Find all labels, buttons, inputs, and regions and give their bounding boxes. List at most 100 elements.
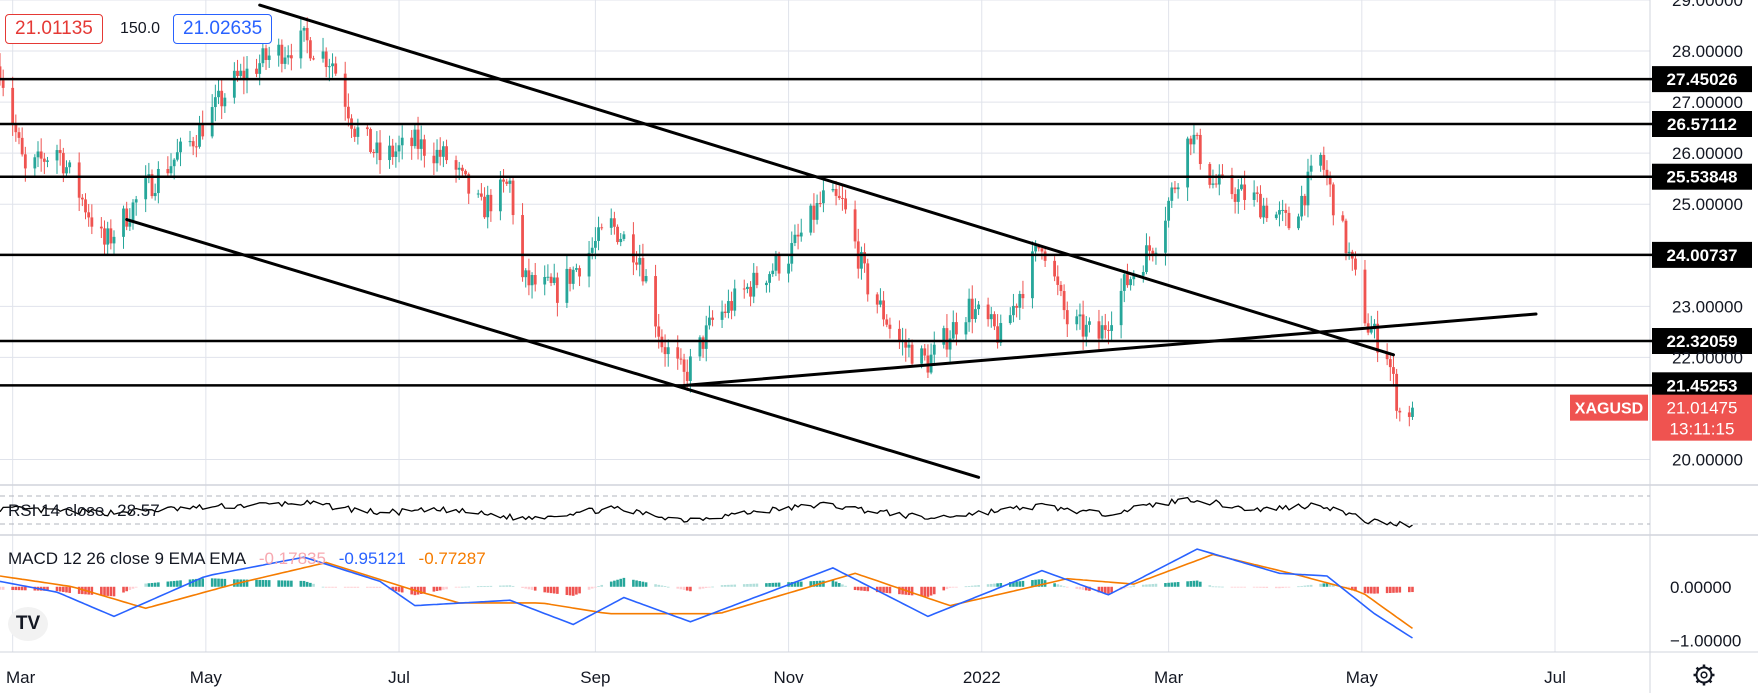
- candlestick: [99, 217, 103, 239]
- candle-body: [1167, 200, 1171, 221]
- candlestick: [638, 244, 642, 277]
- candle-body: [644, 276, 648, 282]
- macd-histogram-bar: [853, 586, 857, 591]
- macd-histogram-bar: [1122, 586, 1126, 589]
- candle-body: [46, 160, 49, 162]
- macd-histogram-bar: [1328, 583, 1332, 587]
- macd-histogram-bar: [476, 586, 480, 588]
- candle-body: [755, 272, 759, 286]
- candlestick: [1126, 263, 1129, 288]
- candle-body: [923, 348, 927, 356]
- macd-histogram-bar: [1141, 584, 1145, 587]
- candlestick: [1278, 201, 1281, 227]
- candlestick: [882, 291, 885, 327]
- candle-body: [733, 288, 737, 311]
- macd-histogram-bar: [1189, 581, 1193, 587]
- macd-legend[interactable]: MACD 12 26 close 9 EMA EMA -0.17835 -0.9…: [8, 549, 494, 569]
- macd-histogram-bar: [910, 586, 914, 596]
- macd-histogram-bar: [749, 583, 752, 587]
- candlestick: [616, 224, 619, 245]
- price-axis-tick-label: 22.00000: [1672, 348, 1743, 367]
- candlestick: [1088, 317, 1091, 333]
- candlestick: [926, 344, 930, 379]
- candlestick: [622, 231, 626, 242]
- macd-histogram-bar: [328, 586, 331, 588]
- macd-histogram-bar: [245, 579, 249, 587]
- candle-body: [999, 323, 1003, 343]
- candle-body: [799, 232, 803, 237]
- macd-histogram-bar: [467, 586, 471, 588]
- candlestick: [1376, 310, 1380, 363]
- candle-body: [1059, 284, 1063, 292]
- macd-histogram-bar: [1376, 586, 1379, 594]
- candlestick: [410, 129, 414, 160]
- candle-body: [860, 252, 863, 269]
- candle-body: [932, 344, 936, 355]
- candle-body: [1319, 154, 1323, 166]
- macd-histogram-bar: [1100, 586, 1104, 593]
- macd-histogram-bar: [879, 586, 882, 593]
- macd-histogram-bar: [43, 586, 46, 591]
- gear-ring: [1695, 666, 1713, 684]
- candlestick: [46, 156, 49, 168]
- price-axis-tick-label: 25.00000: [1672, 195, 1743, 214]
- candle-body: [920, 348, 923, 364]
- candle-body: [464, 170, 467, 175]
- candlestick: [812, 193, 816, 233]
- candle-body: [1195, 134, 1199, 136]
- candle-body: [1189, 138, 1193, 145]
- candle-body: [1262, 205, 1266, 218]
- candle-body: [435, 149, 439, 164]
- rsi-legend[interactable]: RSI 14 close 28.57: [8, 501, 168, 521]
- macd-histogram-bar: [353, 586, 357, 588]
- candle-body: [1252, 192, 1256, 200]
- candle-body: [467, 174, 471, 194]
- candlestick: [264, 44, 268, 70]
- candle-body: [1176, 187, 1180, 190]
- candle-body: [689, 356, 692, 382]
- candle-body: [1103, 325, 1107, 330]
- candle-body: [194, 146, 198, 148]
- candle-body: [1062, 291, 1066, 311]
- candlestick: [1189, 135, 1193, 156]
- candlestick: [239, 63, 243, 81]
- macd-histogram-bar: [594, 586, 597, 588]
- candlestick: [378, 130, 382, 174]
- tradingview-logo-icon[interactable]: TV: [8, 607, 48, 641]
- candlestick: [771, 263, 775, 277]
- macd-histogram-bar: [1319, 583, 1322, 587]
- candle-body: [1107, 329, 1110, 331]
- candlestick: [587, 241, 591, 288]
- macd-histogram-bar: [622, 577, 626, 587]
- trendlines: [125, 3, 1538, 479]
- candle-body: [1354, 258, 1357, 270]
- candle-body: [432, 155, 436, 164]
- candle-body: [1151, 250, 1155, 255]
- level-price-label-bg: [1652, 163, 1752, 190]
- candlestick: [1306, 158, 1310, 218]
- candle-body: [1015, 305, 1019, 308]
- candle-body: [942, 328, 946, 345]
- candle-body: [1309, 165, 1313, 172]
- candlestick: [521, 203, 524, 282]
- macd-histogram-bar: [704, 586, 708, 588]
- candlestick: [552, 263, 556, 286]
- candlestick: [460, 164, 464, 177]
- macd-histogram-bar: [657, 584, 661, 587]
- candle-body: [441, 146, 445, 157]
- candlestick: [194, 135, 198, 158]
- candlestick: [55, 144, 59, 174]
- time-axis-tick-label: Sep: [580, 668, 610, 687]
- gear-icon[interactable]: [1693, 664, 1715, 686]
- candlestick: [1322, 146, 1326, 178]
- candlestick: [1395, 368, 1399, 419]
- candlestick: [1132, 270, 1136, 286]
- candlestick: [42, 152, 46, 175]
- candle-body: [666, 347, 670, 355]
- time-axis-tick-label: 2022: [963, 668, 1001, 687]
- last-price-badge-bg: [1652, 394, 1752, 441]
- candle-body: [17, 132, 21, 138]
- candle-body: [1240, 184, 1243, 190]
